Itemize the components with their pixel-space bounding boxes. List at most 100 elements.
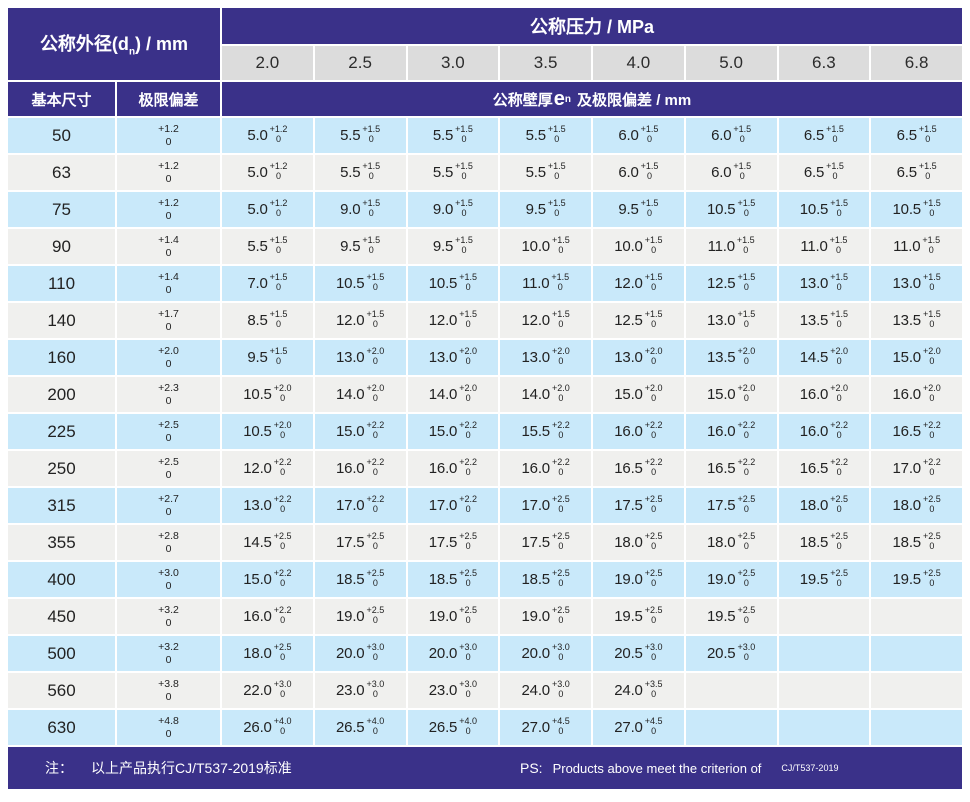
- limit-deviation-cell: +1.2 0: [117, 192, 220, 227]
- thickness-cell: 27.0 +4.5 0: [500, 710, 591, 745]
- thickness-cell: 19.5 +2.5 0: [685, 599, 777, 634]
- dn-cell: 630: [8, 710, 115, 745]
- thickness-cell: 5.5 +1.5 0: [222, 229, 313, 264]
- thickness-cell: 24.0 +3.5 0: [593, 673, 684, 708]
- thickness-cell: 12.0 +1.5 0: [314, 303, 406, 338]
- thickness-cell: 5.5 +1.5 0: [407, 155, 499, 190]
- thickness-cell: 18.0 +2.5 0: [871, 488, 962, 523]
- thickness-cell: 13.0 +2.0 0: [407, 340, 499, 375]
- thickness-cell: 5.5 +1.5 0: [407, 118, 499, 153]
- thickness-cell: 5.5 +1.5 0: [314, 118, 406, 153]
- dn-cell: 90: [8, 229, 115, 264]
- thickness-cell: 6.5 +1.5 0: [871, 155, 962, 190]
- dn-cell: 315: [8, 488, 115, 523]
- thickness-cell: 5.0 +1.2 0: [222, 118, 313, 153]
- thickness-cell: 13.0 +2.0 0: [314, 340, 406, 375]
- limit-deviation-cell: +2.5 0: [117, 414, 220, 449]
- thickness-cell: 16.0 +2.2 0: [593, 414, 684, 449]
- pressure-value-cell: 6.8: [871, 46, 962, 80]
- thickness-cell: 19.0 +2.5 0: [314, 599, 406, 634]
- limit-deviation-header: 极限偏差: [117, 82, 220, 116]
- thickness-cell: 10.5 +2.0 0: [222, 377, 313, 412]
- table-body: 50 +1.2 0 5.0 +1.2 0 5.5 +1.5 0 5.5 +1.5 0 5.5 +1.5 0 6…: [8, 118, 962, 745]
- thickness-cell: 13.0 +1.5 0: [871, 266, 962, 301]
- thickness-cell: 14.0 +2.0 0: [314, 377, 406, 412]
- thickness-cell: 10.5 +1.5 0: [685, 192, 777, 227]
- thickness-cell: 6.0 +1.5 0: [593, 118, 684, 153]
- thickness-cell: 13.5 +2.0 0: [685, 340, 777, 375]
- thickness-cell: 11.0 +1.5 0: [871, 229, 962, 264]
- thickness-cell: 15.0 +2.0 0: [871, 340, 962, 375]
- dn-cell: 355: [8, 525, 115, 560]
- thickness-cell: 18.0 +2.5 0: [593, 525, 684, 560]
- pressure-header-cell: 公称压力 / MPa: [222, 8, 962, 44]
- thickness-cell: 16.0 +2.0 0: [871, 377, 962, 412]
- thickness-cell: 15.0 +2.2 0: [407, 414, 499, 449]
- dn-cell: 110: [8, 266, 115, 301]
- thickness-cell: 22.0 +3.0 0: [222, 673, 313, 708]
- pressure-value-cell: 2.5: [314, 46, 406, 80]
- limit-deviation-cell: +1.2 0: [117, 118, 220, 153]
- thickness-cell: 14.0 +2.0 0: [500, 377, 591, 412]
- limit-deviation-cell: +1.2 0: [117, 155, 220, 190]
- thickness-cell: 19.0 +2.5 0: [407, 599, 499, 634]
- thickness-cell: 10.5 +1.5 0: [407, 266, 499, 301]
- empty-cell: [871, 673, 962, 708]
- thickness-cell: 13.0 +2.0 0: [593, 340, 684, 375]
- thickness-cell: 26.5 +4.0 0: [314, 710, 406, 745]
- thickness-cell: 17.5 +2.5 0: [593, 488, 684, 523]
- thickness-cell: 14.5 +2.5 0: [222, 525, 313, 560]
- empty-cell: [871, 710, 962, 745]
- pressure-value-cell: 6.3: [778, 46, 870, 80]
- thickness-header: 公称壁厚 e n 及极限偏差 / mm: [222, 82, 962, 116]
- table-header: 公称外径(dn) / mm 公称压力 / MPa 2.0 2.5 3.0 3.5…: [8, 8, 962, 116]
- diameter-label: 公称外径(dn) / mm: [39, 34, 189, 58]
- thickness-cell: 10.5 +1.5 0: [871, 192, 962, 227]
- thickness-cell: 18.5 +2.5 0: [407, 562, 499, 597]
- thickness-cell: 18.0 +2.5 0: [685, 525, 777, 560]
- thickness-cell: 26.0 +4.0 0: [222, 710, 313, 745]
- pressure-value-cell: 5.0: [685, 46, 777, 80]
- limit-deviation-cell: +2.0 0: [117, 340, 220, 375]
- note-text: 以上产品执行CJ/T537-2019标准: [91, 760, 292, 776]
- thickness-cell: 6.5 +1.5 0: [778, 118, 870, 153]
- empty-cell: [685, 673, 777, 708]
- thickness-cell: 6.5 +1.5 0: [871, 118, 962, 153]
- thickness-cell: 13.0 +1.5 0: [778, 266, 870, 301]
- thickness-cell: 12.5 +1.5 0: [593, 303, 684, 338]
- thickness-cell: 5.5 +1.5 0: [500, 118, 591, 153]
- thickness-cell: 20.0 +3.0 0: [407, 636, 499, 671]
- thickness-cell: 10.5 +1.5 0: [778, 192, 870, 227]
- dn-cell: 200: [8, 377, 115, 412]
- thickness-cell: 23.0 +3.0 0: [314, 673, 406, 708]
- thickness-cell: 16.0 +2.2 0: [778, 414, 870, 449]
- thickness-cell: 16.0 +2.2 0: [500, 451, 591, 486]
- pressure-value-cell: 3.0: [407, 46, 499, 80]
- thickness-cell: 5.5 +1.5 0: [314, 155, 406, 190]
- empty-cell: [778, 599, 870, 634]
- thickness-cell: 16.5 +2.2 0: [685, 451, 777, 486]
- thickness-cell: 16.0 +2.2 0: [222, 599, 313, 634]
- footer-note-en: PS: Products above meet the criterion of…: [520, 760, 838, 776]
- dn-cell: 250: [8, 451, 115, 486]
- thickness-cell: 9.5 +1.5 0: [593, 192, 684, 227]
- thickness-cell: 15.0 +2.2 0: [222, 562, 313, 597]
- thickness-cell: 7.0 +1.5 0: [222, 266, 313, 301]
- thickness-cell: 5.0 +1.2 0: [222, 155, 313, 190]
- thickness-cell: 9.5 +1.5 0: [407, 229, 499, 264]
- thickness-cell: 27.0 +4.5 0: [593, 710, 684, 745]
- dn-cell: 63: [8, 155, 115, 190]
- thickness-cell: 16.5 +2.2 0: [593, 451, 684, 486]
- thickness-cell: 18.0 +2.5 0: [778, 488, 870, 523]
- thickness-cell: 18.5 +2.5 0: [871, 525, 962, 560]
- thickness-cell: 9.5 +1.5 0: [222, 340, 313, 375]
- ps-label: PS:: [520, 760, 543, 776]
- thickness-cell: 6.0 +1.5 0: [593, 155, 684, 190]
- thickness-cell: 16.0 +2.2 0: [407, 451, 499, 486]
- thickness-cell: 19.0 +2.5 0: [593, 562, 684, 597]
- thickness-cell: 20.0 +3.0 0: [500, 636, 591, 671]
- thickness-cell: 13.5 +1.5 0: [778, 303, 870, 338]
- thickness-cell: 16.0 +2.0 0: [778, 377, 870, 412]
- thickness-cell: 11.0 +1.5 0: [685, 229, 777, 264]
